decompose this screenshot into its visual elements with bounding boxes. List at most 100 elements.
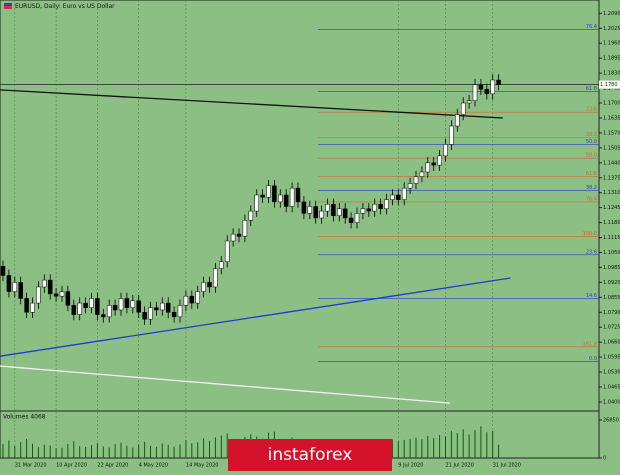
y-tick-label: 1.2025 bbox=[603, 26, 620, 32]
y-tick-label: 1.0790 bbox=[603, 310, 620, 316]
candle-body bbox=[160, 302, 165, 311]
level-label: 38.2 bbox=[586, 185, 597, 191]
candle-body bbox=[490, 79, 495, 95]
y-tick-label: 1.1115 bbox=[603, 235, 620, 241]
volume-tick-label: 0 bbox=[603, 456, 606, 462]
candle-body bbox=[89, 298, 94, 308]
candle-body bbox=[460, 102, 466, 115]
candle-body bbox=[266, 185, 271, 198]
candle-body bbox=[65, 291, 71, 306]
candle-body bbox=[171, 312, 177, 318]
last-price-box bbox=[599, 80, 620, 89]
candle-body bbox=[360, 208, 366, 214]
level-label: 76.4 bbox=[586, 196, 597, 202]
candle-body bbox=[6, 275, 12, 292]
candle-body bbox=[319, 210, 324, 219]
y-tick-label: 1.1375 bbox=[603, 175, 620, 181]
x-tick-label: 14 May 2020 bbox=[186, 463, 219, 469]
candle-body bbox=[0, 266, 6, 276]
candle-body bbox=[154, 307, 159, 311]
candle-body bbox=[118, 298, 124, 311]
candle-body bbox=[195, 291, 200, 304]
candle-body bbox=[148, 307, 153, 320]
candle-body bbox=[431, 162, 436, 166]
candle-body bbox=[47, 279, 53, 295]
candle-body bbox=[437, 155, 442, 166]
volume-title: Volumes 4068 bbox=[3, 414, 46, 421]
candle-body bbox=[260, 194, 265, 198]
x-tick-label: 22 Apr 2020 bbox=[97, 463, 128, 469]
trendline bbox=[0, 277, 511, 357]
candle-body bbox=[53, 293, 59, 297]
y-tick-label: 1.1180 bbox=[603, 220, 620, 226]
candle-body bbox=[42, 279, 47, 288]
y-tick-label: 1.1570 bbox=[603, 130, 620, 136]
level-label: 100.0 bbox=[583, 231, 597, 237]
y-tick-label: 1.1895 bbox=[603, 56, 620, 62]
y-tick-label: 1.1830 bbox=[603, 71, 620, 77]
x-tick-label: 31 Mar 2020 bbox=[15, 463, 47, 469]
level-label: 76.4 bbox=[586, 24, 597, 30]
candle-body bbox=[124, 298, 130, 308]
candle-body bbox=[283, 194, 289, 207]
candle-body bbox=[130, 300, 136, 308]
y-tick-label: 1.0855 bbox=[603, 295, 620, 301]
y-tick-label: 1.0725 bbox=[603, 325, 620, 331]
candle-body bbox=[413, 176, 419, 184]
candle-body bbox=[313, 206, 318, 219]
candle-body bbox=[101, 314, 106, 318]
candle-body bbox=[366, 208, 372, 212]
candle-body bbox=[30, 302, 35, 313]
last-price-label: 1.1780 bbox=[600, 82, 618, 88]
candle-body bbox=[337, 208, 342, 216]
y-tick-label: 1.1440 bbox=[603, 160, 620, 166]
candle-body bbox=[354, 213, 360, 223]
candle-body bbox=[71, 305, 77, 315]
level-label: 38.2 bbox=[586, 132, 597, 138]
candle-body bbox=[136, 300, 141, 313]
y-tick-label: 1.1505 bbox=[603, 145, 620, 151]
level-label: 61.8 bbox=[586, 86, 597, 92]
y-tick-label: 1.0465 bbox=[603, 385, 620, 391]
candle-body bbox=[213, 268, 218, 288]
watermark-box bbox=[228, 439, 392, 471]
candle-body bbox=[18, 282, 23, 299]
y-tick-label: 1.1960 bbox=[603, 41, 620, 47]
level-label: 14.6 bbox=[586, 293, 597, 299]
y-tick-label: 1.0920 bbox=[603, 280, 620, 286]
level-label: 0.0 bbox=[589, 356, 597, 362]
x-tick-label: 31 Jul 2020 bbox=[493, 463, 521, 469]
candle-body bbox=[177, 305, 183, 318]
candle-body bbox=[419, 171, 425, 177]
trendline bbox=[0, 89, 503, 119]
candle-body bbox=[455, 114, 460, 127]
flag-icon-stripe bbox=[4, 6, 12, 9]
candle-body bbox=[230, 233, 236, 242]
y-tick-label: 1.1245 bbox=[603, 205, 620, 211]
candle-body bbox=[272, 185, 277, 203]
candle-body bbox=[295, 187, 301, 203]
candle-body bbox=[378, 203, 383, 210]
candle-body bbox=[12, 282, 18, 292]
candle-body bbox=[207, 282, 212, 288]
watermark: instaforex bbox=[268, 445, 353, 465]
candle-body bbox=[278, 194, 283, 203]
candle-body bbox=[307, 206, 313, 214]
candle-body bbox=[142, 312, 147, 320]
candle-body bbox=[348, 217, 354, 223]
candle-body bbox=[219, 261, 224, 269]
candle-body bbox=[236, 233, 242, 237]
candle-body bbox=[472, 84, 478, 101]
y-tick-label: 1.2090 bbox=[603, 11, 620, 17]
candle-body bbox=[425, 162, 431, 173]
candle-body bbox=[372, 203, 377, 212]
y-tick-label: 1.0595 bbox=[603, 355, 620, 361]
candle-body bbox=[165, 302, 171, 313]
y-tick-label: 1.0985 bbox=[603, 265, 620, 271]
level-label: 23.6 bbox=[586, 249, 597, 255]
y-tick-label: 1.1050 bbox=[603, 250, 620, 256]
candle-body bbox=[112, 305, 118, 311]
